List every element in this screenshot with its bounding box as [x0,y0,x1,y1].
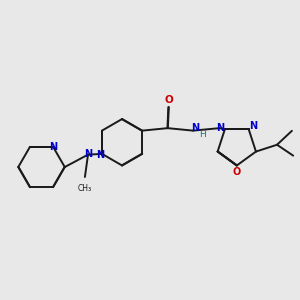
Text: N: N [191,122,200,133]
Text: N: N [249,121,257,131]
Text: O: O [164,95,173,105]
Text: N: N [49,142,57,152]
Text: H: H [199,130,206,139]
Text: N: N [216,122,224,133]
Text: CH₃: CH₃ [78,184,92,193]
Text: O: O [233,167,241,177]
Text: N: N [96,150,104,161]
Text: N: N [85,149,93,159]
